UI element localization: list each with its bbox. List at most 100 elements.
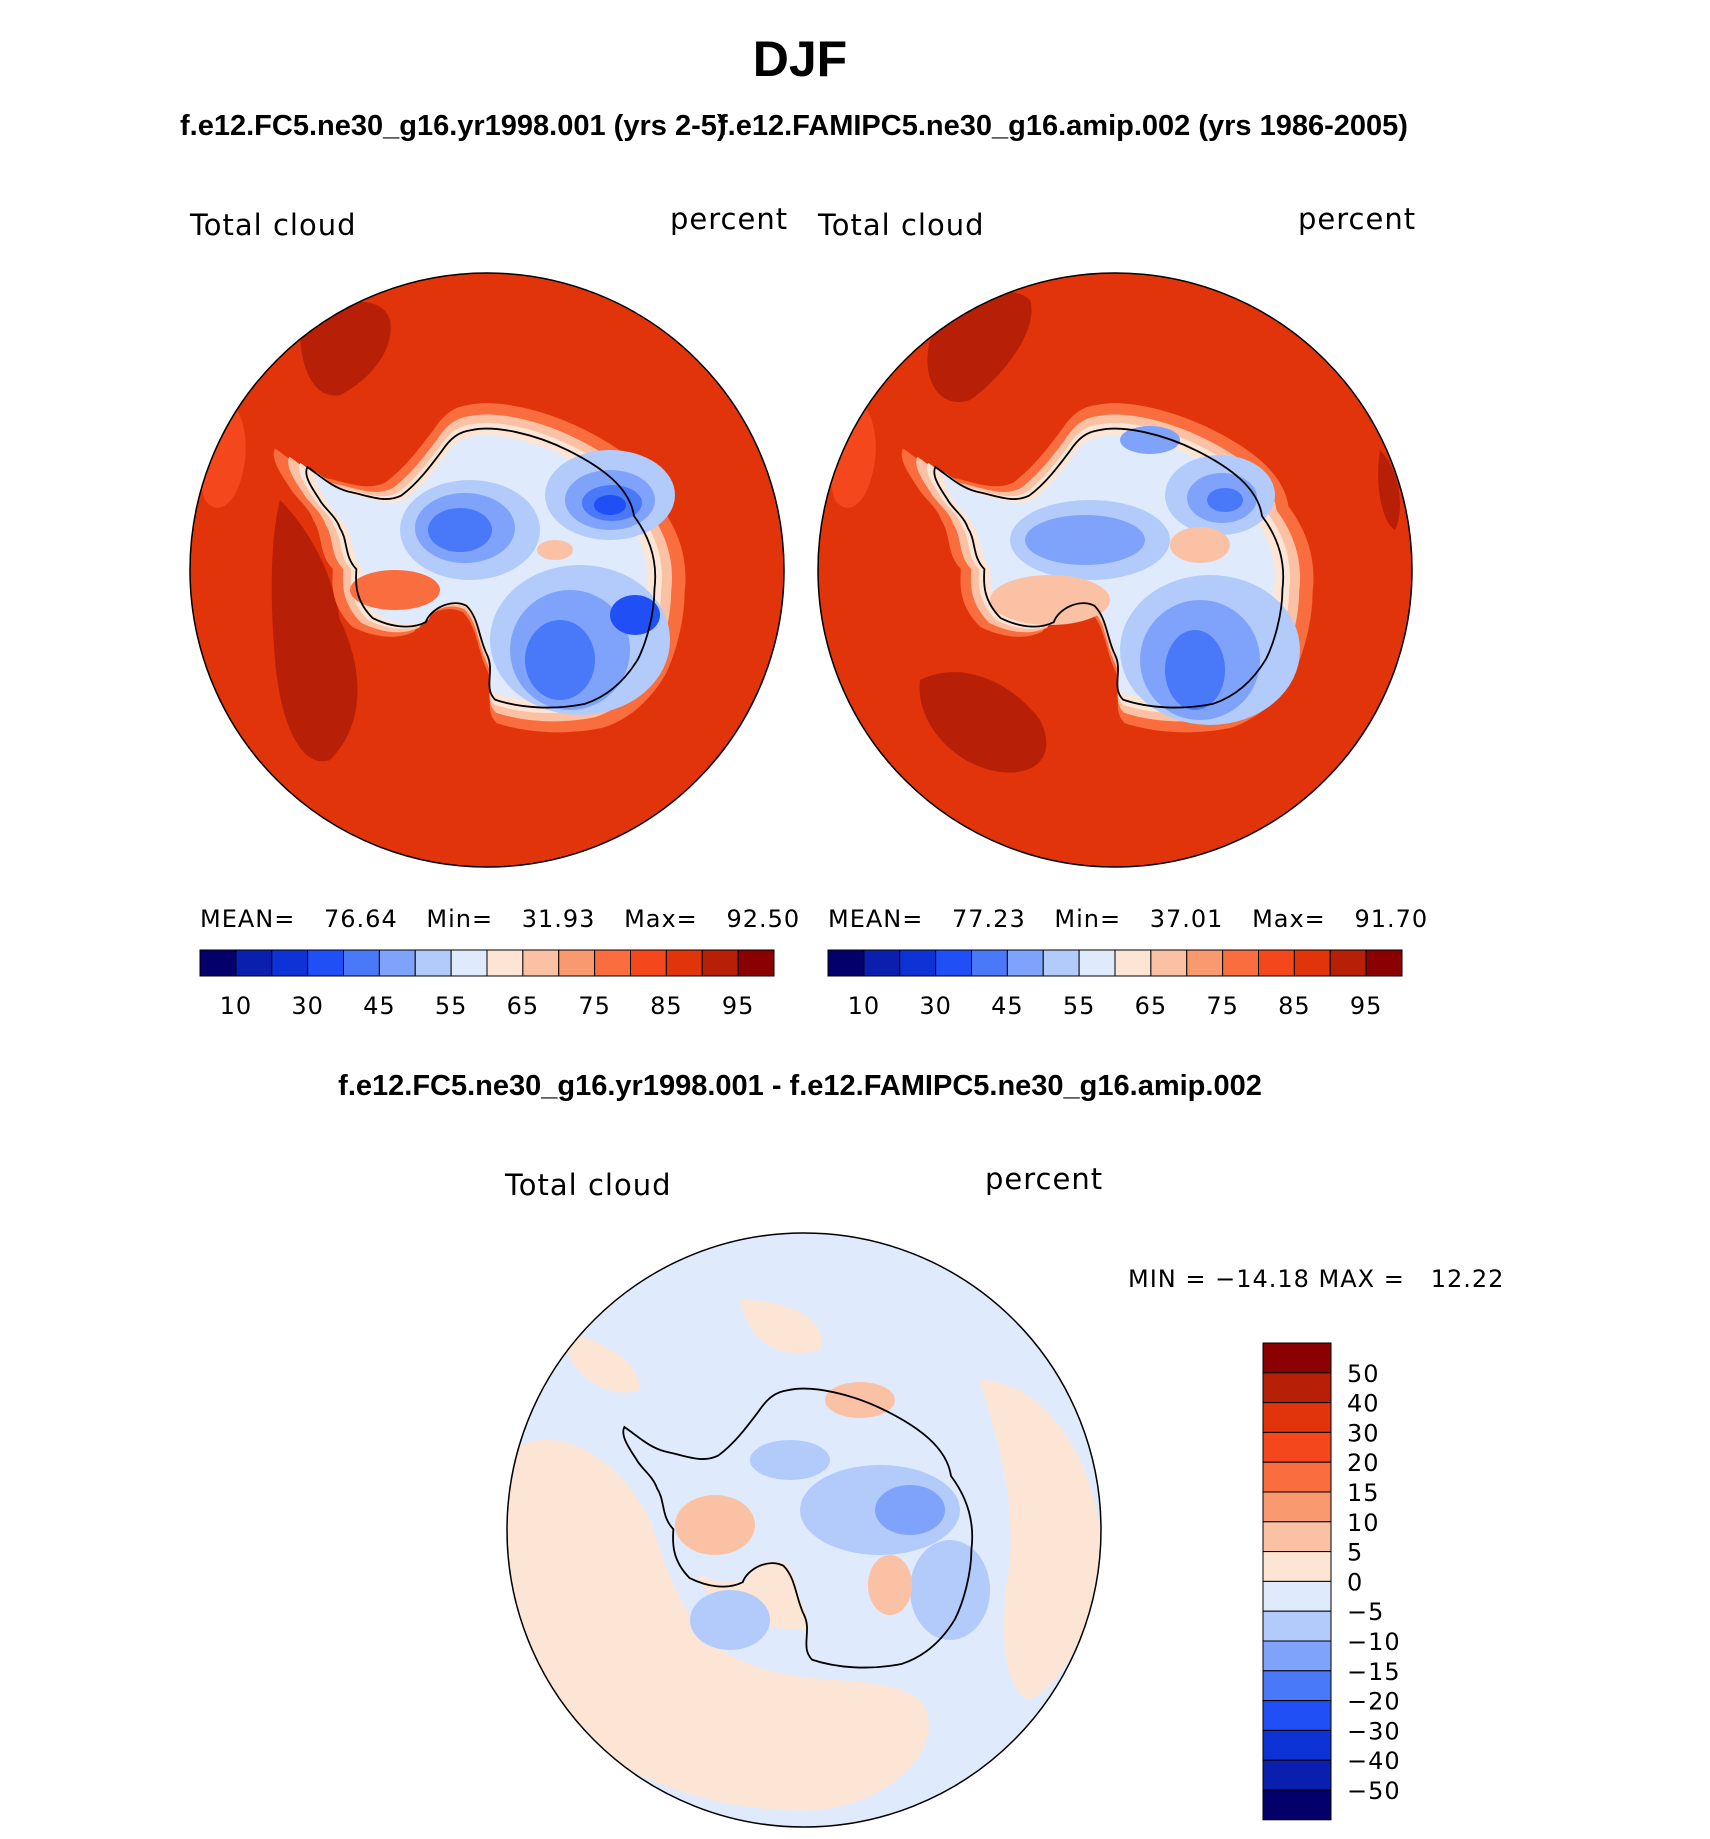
stats-mean-label: MEAN= <box>200 905 296 933</box>
colorbar-swatch <box>1262 1759 1332 1791</box>
colorbar-swatch <box>827 949 865 977</box>
colorbar-swatch <box>863 949 901 977</box>
panel-right-label-diff: percent <box>985 1162 1104 1196</box>
colorbar-swatch <box>1006 949 1044 977</box>
colorbar-tick-label: 40 <box>1347 1390 1380 1418</box>
colorbar-swatch <box>558 949 596 977</box>
colorbar-tick-label: 30 <box>291 992 324 1020</box>
colorbar-swatch <box>1262 1372 1332 1404</box>
panel-title-model: f.e12.FC5.ne30_g16.yr1998.001 (yrs 2-5) <box>180 110 727 142</box>
colorbar-tick-label: 5 <box>1347 1539 1363 1567</box>
colorbar-swatch <box>235 949 273 977</box>
stats-obs: MEAN= 77.23 Min= 37.01 Max= 91.70 <box>828 905 1428 933</box>
colorbar-tick-label: −30 <box>1347 1717 1401 1745</box>
colorbar-swatch <box>971 949 1008 977</box>
colorbar-swatch <box>199 949 237 977</box>
panel-right-label-obs: percent <box>1298 202 1417 236</box>
colorbar-swatch <box>1262 1551 1332 1582</box>
colorbar-swatch <box>486 949 524 977</box>
stats-diff: MIN = −14.18 MAX = 12.22 <box>1128 1265 1505 1293</box>
colorbar-swatch <box>701 949 739 977</box>
colorbar-tick-label: 85 <box>1278 992 1311 1020</box>
colorbar-swatch <box>1293 949 1331 977</box>
colorbar-swatch <box>1222 949 1259 977</box>
colorbar-swatch <box>271 949 309 977</box>
panel-right-label-model: percent <box>670 202 789 236</box>
colorbar-swatch <box>450 949 488 977</box>
map-border <box>189 272 785 868</box>
colorbar-tick-label: −20 <box>1347 1688 1401 1716</box>
stats-max-label: Max= <box>624 905 698 933</box>
colorbar-tick-label: 75 <box>578 992 611 1020</box>
dark-cloud-region <box>919 672 1047 773</box>
positive-anomaly-region <box>980 1380 1101 1700</box>
colorbar-swatch <box>1262 1640 1332 1672</box>
stats-mean-label: MEAN= <box>828 905 924 933</box>
stats-min-value: 31.93 <box>521 905 596 933</box>
stats-mean-value: 76.64 <box>324 905 398 933</box>
colorbar-tick-label: 55 <box>435 992 468 1020</box>
colorbar-tick-label: 55 <box>1063 992 1096 1020</box>
map-diff <box>507 1233 1101 1827</box>
colorbar-swatch <box>935 949 972 977</box>
colorbar-swatch <box>1042 949 1080 977</box>
colorbar-swatch <box>594 949 631 977</box>
stats-min-label: Min= <box>426 905 494 933</box>
colorbar-tick-label: −40 <box>1347 1747 1401 1775</box>
colorbar-swatch <box>1262 1402 1332 1433</box>
colorbar-tick-label: −15 <box>1347 1658 1401 1686</box>
stats-min-value: 37.01 <box>1149 905 1224 933</box>
stats-min-label: Min= <box>1054 905 1122 933</box>
figure-title: DJF <box>752 31 848 87</box>
colorbar-tick-label: 10 <box>848 992 881 1020</box>
colorbar-swatch <box>1262 1521 1332 1553</box>
dark-cloud-region <box>271 500 358 762</box>
colorbar-tick-label: −10 <box>1347 1628 1401 1656</box>
stats-max-value: 92.50 <box>726 905 801 933</box>
colorbar-swatch <box>1262 1789 1332 1821</box>
colorbar-tick-label: 95 <box>1350 992 1383 1020</box>
colorbar-swatch <box>1262 1580 1332 1612</box>
stats-model: MEAN= 76.64 Min= 31.93 Max= 92.50 <box>200 905 800 933</box>
colorbar-tick-label: 85 <box>650 992 683 1020</box>
colorbar-tick-label: 65 <box>1135 992 1168 1020</box>
colorbar-swatch <box>378 949 416 977</box>
colorbar-swatch <box>1078 949 1116 977</box>
panel-left-label-obs: Total cloud <box>818 208 985 242</box>
colorbar-swatch <box>1262 1491 1332 1523</box>
map-border <box>817 272 1413 868</box>
colorbar-swatch <box>1262 1670 1332 1702</box>
colorbar-swatch <box>1262 1431 1332 1463</box>
panel-title-obs: f.e12.FAMIPC5.ne30_g16.amip.002 (yrs 198… <box>718 110 1408 142</box>
panel-title-diff: f.e12.FC5.ne30_g16.yr1998.001 - f.e12.FA… <box>338 1070 1262 1102</box>
map-model <box>190 273 784 867</box>
colorbar-swatch <box>1262 1461 1332 1493</box>
colorbar-tick-label: −50 <box>1347 1777 1401 1805</box>
colorbar-tick-label: 95 <box>722 992 755 1020</box>
colorbar-tick-label: 15 <box>1347 1479 1380 1507</box>
colorbar-swatch <box>899 949 937 977</box>
colorbar-swatch <box>1262 1610 1332 1642</box>
colorbar-swatch <box>1258 949 1295 977</box>
colorbar-tick-label: 50 <box>1347 1360 1380 1388</box>
colorbar-tick-label: −5 <box>1347 1598 1384 1626</box>
colorbar-tick-label: 45 <box>991 992 1024 1020</box>
colorbar-swatch <box>737 949 775 977</box>
colorbar-tick-label: 20 <box>1347 1449 1380 1477</box>
colorbar-tick-label: 65 <box>507 992 540 1020</box>
colorbar-tick-label: 30 <box>1347 1419 1380 1447</box>
colorbar-swatch <box>343 949 380 977</box>
panel-left-label-model: Total cloud <box>190 208 357 242</box>
colorbar-swatch <box>1262 1342 1332 1374</box>
stats-mean-value: 77.23 <box>952 905 1026 933</box>
colorbar-swatch <box>414 949 452 977</box>
map-obs <box>818 273 1412 867</box>
colorbar-tick-label: 45 <box>363 992 396 1020</box>
colorbar-swatch <box>307 949 344 977</box>
colorbar-tick-label: 0 <box>1347 1568 1363 1596</box>
colorbar-tick-label: 10 <box>1347 1509 1380 1537</box>
colorbar-swatch <box>665 949 703 977</box>
dark-cloud-region <box>300 301 391 396</box>
